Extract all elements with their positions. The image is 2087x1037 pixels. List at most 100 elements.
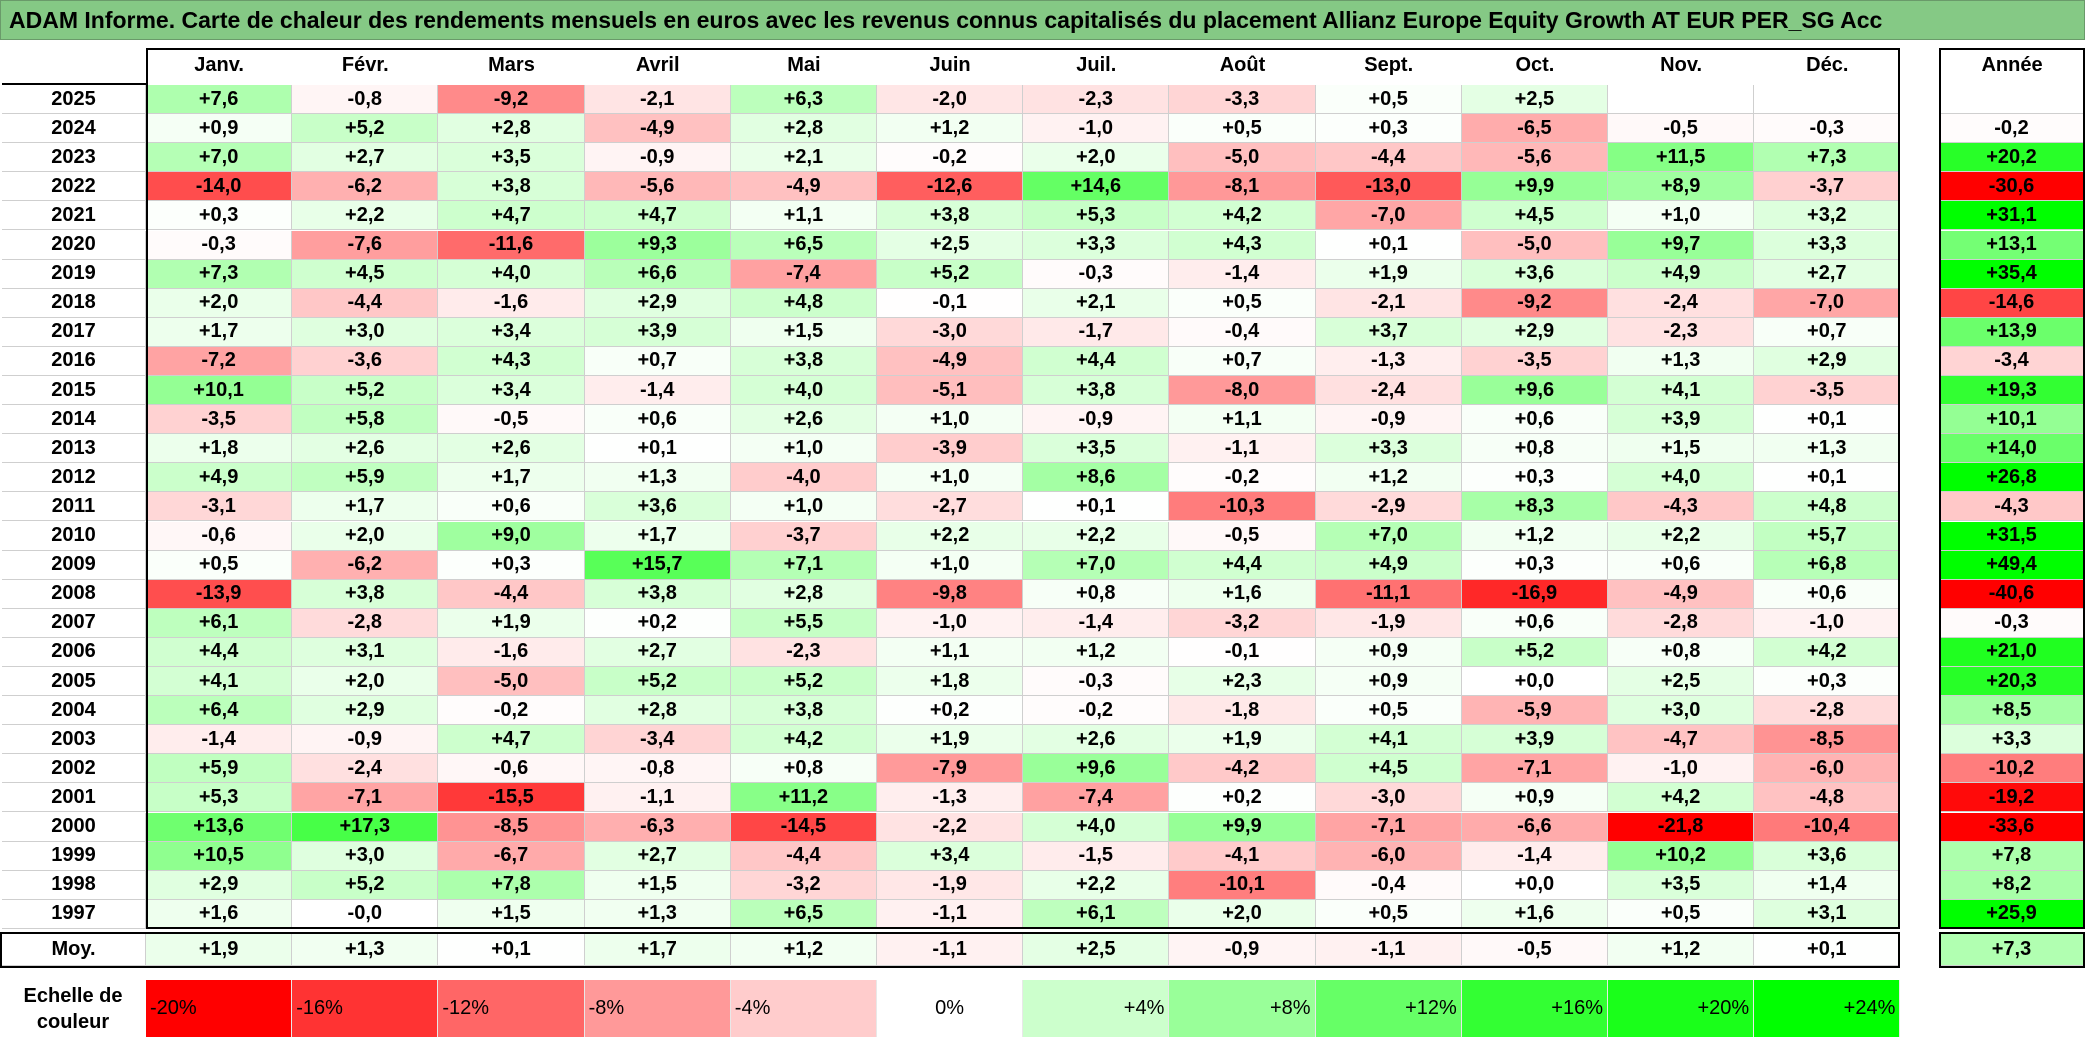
heatmap-cell: -0,1 — [877, 288, 1024, 318]
heatmap-cell: +0,8 — [730, 754, 877, 784]
heatmap-cell: +0,8 — [1461, 434, 1608, 464]
heatmap-cell: +6,4 — [146, 696, 293, 726]
annual-cell: +14,0 — [1939, 434, 2085, 464]
heatmap-cell: -2,0 — [877, 85, 1024, 115]
annual-cell: +3,3 — [1939, 725, 2085, 755]
heatmap-cell: +2,2 — [1608, 521, 1755, 551]
heatmap-cell: +0,6 — [1608, 550, 1755, 580]
annual-cell: -19,2 — [1939, 783, 2085, 813]
annual-cell: +19,3 — [1939, 376, 2085, 406]
color-scale-swatch: -12% — [438, 980, 585, 1037]
heatmap-cell: +3,7 — [1315, 317, 1462, 347]
color-scale-swatch: -8% — [584, 980, 731, 1037]
heatmap-cell: +4,4 — [1023, 346, 1170, 376]
color-scale-swatch: +16% — [1461, 980, 1608, 1037]
heatmap-cell: -2,1 — [584, 85, 731, 115]
row-year-label: 2012 — [2, 463, 146, 493]
heatmap-cell: +3,4 — [877, 841, 1024, 871]
heatmap-cell: -1,0 — [1023, 114, 1170, 144]
heatmap-cell: -6,2 — [292, 550, 439, 580]
heatmap-cell: +0,2 — [877, 696, 1024, 726]
heatmap-cell: +0,6 — [1461, 405, 1608, 435]
heatmap-cell: +2,2 — [1023, 870, 1170, 900]
heatmap-cell: +4,3 — [1169, 230, 1316, 260]
heatmap-cell: +0,3 — [146, 201, 293, 231]
heatmap-cell: -0,2 — [438, 696, 585, 726]
heatmap-cell: +9,0 — [438, 521, 585, 551]
month-header: Nov. — [1660, 54, 1703, 76]
color-scale-swatch: +20% — [1608, 980, 1755, 1037]
heatmap-cell: -2,8 — [1608, 608, 1755, 638]
heatmap-cell: +2,9 — [292, 696, 439, 726]
heatmap-cell: +0,0 — [1461, 870, 1608, 900]
heatmap-cell: +5,9 — [146, 754, 293, 784]
heatmap-cell: -9,2 — [1461, 288, 1608, 318]
heatmap-cell: -7,2 — [146, 346, 293, 376]
heatmap-cell: +11,2 — [730, 783, 877, 813]
heatmap-cell: -5,6 — [584, 172, 731, 202]
heatmap-cell: +3,9 — [1608, 405, 1755, 435]
heatmap-cell: -6,0 — [1315, 841, 1462, 871]
heatmap-cell: +3,1 — [1754, 899, 1901, 929]
heatmap-cell: +2,9 — [1461, 317, 1608, 347]
heatmap-cell: -2,8 — [1754, 696, 1901, 726]
row-year-label: 2003 — [2, 725, 146, 755]
heatmap-cell: -2,9 — [1315, 492, 1462, 522]
heatmap-cell: +1,1 — [1169, 405, 1316, 435]
heatmap-cell: +1,0 — [730, 434, 877, 464]
heatmap-cell: -12,6 — [877, 172, 1024, 202]
heatmap-cell: +4,0 — [730, 376, 877, 406]
heatmap-cell: +0,5 — [1315, 85, 1462, 115]
heatmap-cell: -1,1 — [1169, 434, 1316, 464]
heatmap-cell: -11,1 — [1315, 579, 1462, 609]
heatmap-cell: -8,0 — [1169, 376, 1316, 406]
heatmap-cell: +0,6 — [1461, 608, 1608, 638]
heatmap-cell: +5,2 — [1461, 637, 1608, 667]
annual-cell: +13,1 — [1939, 230, 2085, 260]
heatmap-cell: +9,6 — [1461, 376, 1608, 406]
heatmap-cell: +0,9 — [146, 114, 293, 144]
heatmap-cell: -7,4 — [730, 259, 877, 289]
heatmap-cell: -1,5 — [1023, 841, 1170, 871]
heatmap-cell: +4,9 — [1608, 259, 1755, 289]
heatmap-cell: -0,4 — [1169, 317, 1316, 347]
heatmap-cell: +0,5 — [1169, 288, 1316, 318]
heatmap-cell: +9,3 — [584, 230, 731, 260]
heatmap-cell: +4,9 — [146, 463, 293, 493]
heatmap-cell: +0,1 — [1754, 463, 1901, 493]
heatmap-cell: +1,9 — [1315, 259, 1462, 289]
heatmap-cell: -0,6 — [146, 521, 293, 551]
heatmap-cell: +1,8 — [146, 434, 293, 464]
heatmap-cell: +1,4 — [1754, 870, 1901, 900]
heatmap-cell: -7,9 — [877, 754, 1024, 784]
color-scale-swatch: +24% — [1754, 980, 1901, 1037]
heatmap-cell: +2,6 — [292, 434, 439, 464]
heatmap-cell: +4,8 — [730, 288, 877, 318]
heatmap-cell: -0,5 — [1169, 521, 1316, 551]
heatmap-cell: -0,2 — [1169, 463, 1316, 493]
heatmap-cell: -21,8 — [1608, 812, 1755, 842]
heatmap-cell: -4,7 — [1608, 725, 1755, 755]
annual-cell: -30,6 — [1939, 172, 2085, 202]
row-year-label: 2006 — [2, 637, 146, 667]
annual-cell: +8,2 — [1939, 870, 2085, 900]
heatmap-cell: -2,7 — [877, 492, 1024, 522]
heatmap-cell: -5,0 — [1169, 143, 1316, 173]
month-header: Mars — [488, 54, 535, 76]
heatmap-cell: -4,9 — [1608, 579, 1755, 609]
heatmap-cell: -5,9 — [1461, 696, 1608, 726]
average-cell: +1,9 — [146, 934, 293, 966]
heatmap-cell: +7,3 — [1754, 143, 1901, 173]
heatmap-cell: -0,3 — [1023, 667, 1170, 697]
heatmap-cell: -0,8 — [292, 85, 439, 115]
heatmap-cell: -1,1 — [584, 783, 731, 813]
heatmap-cell: -4,8 — [1754, 783, 1901, 813]
average-label: Moy. — [2, 934, 146, 966]
heatmap-cell: +4,5 — [1315, 754, 1462, 784]
heatmap-cell: +17,3 — [292, 812, 439, 842]
heatmap-cell: -13,9 — [146, 579, 293, 609]
heatmap-cell: +3,8 — [877, 201, 1024, 231]
heatmap-cell: -3,7 — [730, 521, 877, 551]
heatmap-cell: +1,7 — [438, 463, 585, 493]
row-year-label: 2001 — [2, 783, 146, 813]
